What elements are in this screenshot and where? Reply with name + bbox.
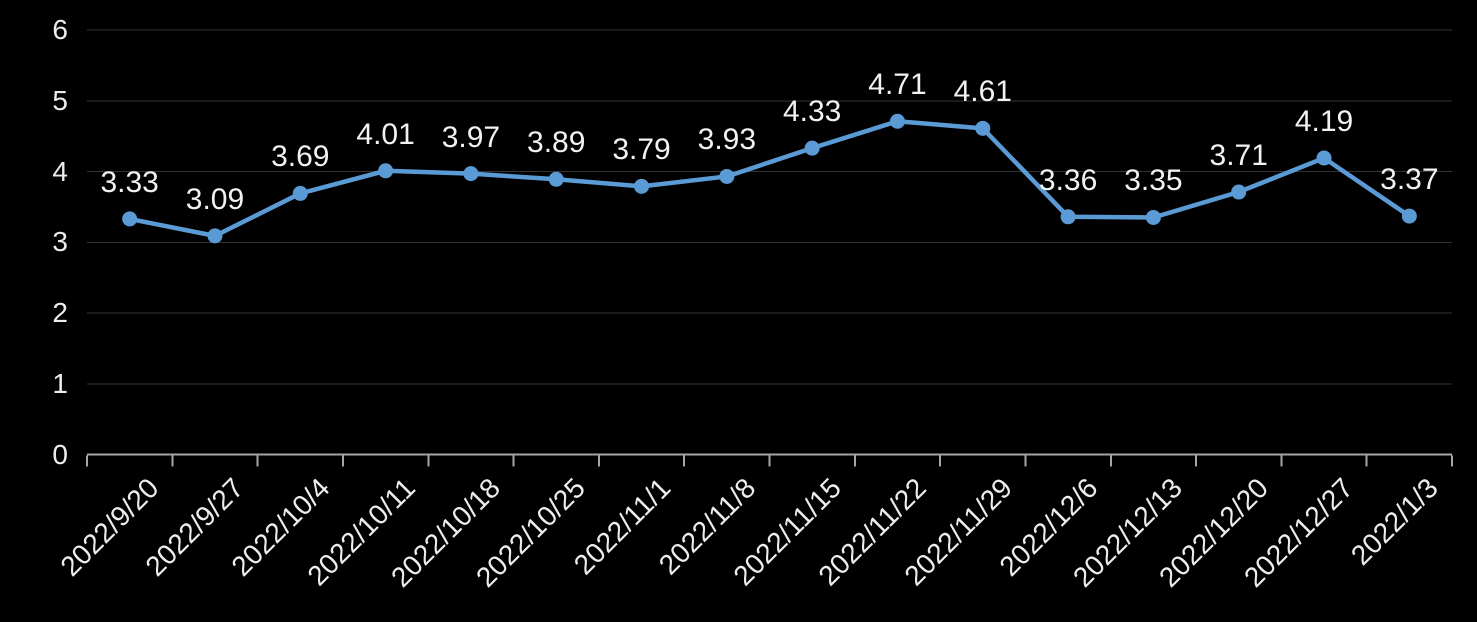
data-point-marker-3	[378, 163, 394, 179]
data-label-13: 3.71	[1209, 139, 1268, 173]
data-point-marker-9	[889, 113, 905, 129]
data-label-4: 3.97	[441, 120, 501, 154]
data-label-9: 4.71	[868, 68, 927, 102]
data-label-1: 3.09	[185, 182, 245, 216]
data-label-2: 3.69	[271, 140, 330, 174]
data-label-6: 3.79	[612, 133, 671, 167]
series-line	[127, 119, 1412, 239]
data-label-12: 3.35	[1124, 164, 1183, 198]
y-axis-tick-label-1: 1	[52, 367, 68, 399]
data-point-marker-13	[1231, 184, 1247, 200]
data-label-3: 4.01	[356, 117, 415, 151]
data-label-5: 3.89	[527, 126, 586, 160]
y-axis-tick-label-5: 5	[52, 84, 68, 116]
data-point-marker-14	[1316, 150, 1332, 166]
y-axis-tick-label-4: 4	[52, 155, 68, 187]
data-point-marker-10	[975, 120, 991, 136]
data-point-marker-0	[122, 211, 138, 227]
data-label-8: 4.33	[782, 95, 842, 129]
y-axis-tick-label-3: 3	[52, 226, 68, 258]
data-point-marker-11	[1060, 209, 1076, 225]
data-label-10: 4.61	[953, 75, 1012, 109]
data-label-11: 3.36	[1038, 163, 1098, 197]
y-axis-tick-label-2: 2	[52, 297, 68, 328]
data-label-7: 3.93	[697, 123, 757, 157]
data-label-14: 4.19	[1294, 105, 1354, 139]
data-point-marker-8	[804, 140, 820, 156]
data-point-marker-7	[719, 168, 735, 184]
data-point-marker-1	[207, 228, 223, 244]
y-axis-tick-label-0: 0	[52, 438, 68, 470]
data-point-marker-2	[292, 185, 308, 201]
y-axis-tick-label-6: 6	[52, 14, 68, 45]
data-point-marker-6	[634, 178, 650, 194]
data-point-marker-4	[463, 166, 479, 182]
data-label-15: 3.37	[1380, 163, 1439, 197]
data-point-marker-5	[548, 171, 564, 187]
data-label-0: 3.33	[100, 165, 159, 199]
data-point-marker-12	[1145, 209, 1161, 225]
data-point-marker-15	[1401, 208, 1417, 224]
